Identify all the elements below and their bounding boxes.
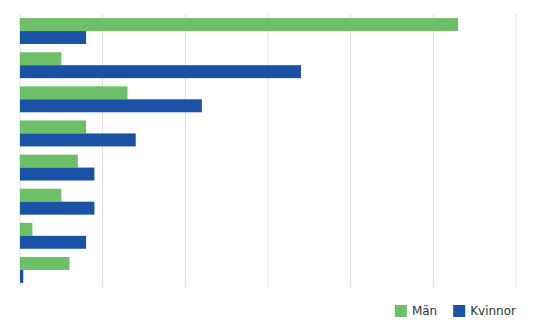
bar bbox=[20, 168, 94, 181]
grid-line bbox=[268, 14, 269, 287]
bar bbox=[20, 31, 86, 44]
bar bbox=[20, 120, 86, 133]
grid bbox=[20, 14, 516, 287]
page: {"chart_data": {"type": "bar", "orientat… bbox=[0, 0, 536, 329]
bar bbox=[20, 223, 32, 236]
legend-swatch bbox=[395, 305, 407, 317]
legend: Män Kvinnor bbox=[395, 304, 516, 318]
legend-item: Kvinnor bbox=[453, 304, 516, 318]
bar bbox=[20, 99, 202, 112]
bar bbox=[20, 189, 61, 202]
bar bbox=[20, 257, 70, 270]
grid-line bbox=[185, 14, 186, 287]
bar bbox=[20, 133, 136, 146]
bar bbox=[20, 202, 94, 215]
bar bbox=[20, 155, 78, 168]
bar bbox=[20, 65, 301, 78]
bar bbox=[20, 86, 127, 99]
bars bbox=[20, 18, 458, 283]
legend-item: Män bbox=[395, 304, 437, 318]
bar bbox=[20, 270, 23, 283]
legend-label: Kvinnor bbox=[470, 304, 516, 318]
bar bbox=[20, 18, 458, 31]
bar bbox=[20, 236, 86, 249]
legend-swatch bbox=[453, 305, 465, 317]
grid-line bbox=[433, 14, 434, 287]
grid-line bbox=[350, 14, 351, 287]
chart: Män Kvinnor bbox=[0, 0, 536, 329]
legend-label: Män bbox=[412, 304, 437, 318]
bar bbox=[20, 52, 61, 65]
grid-line bbox=[102, 14, 103, 287]
grid-line bbox=[516, 14, 517, 287]
